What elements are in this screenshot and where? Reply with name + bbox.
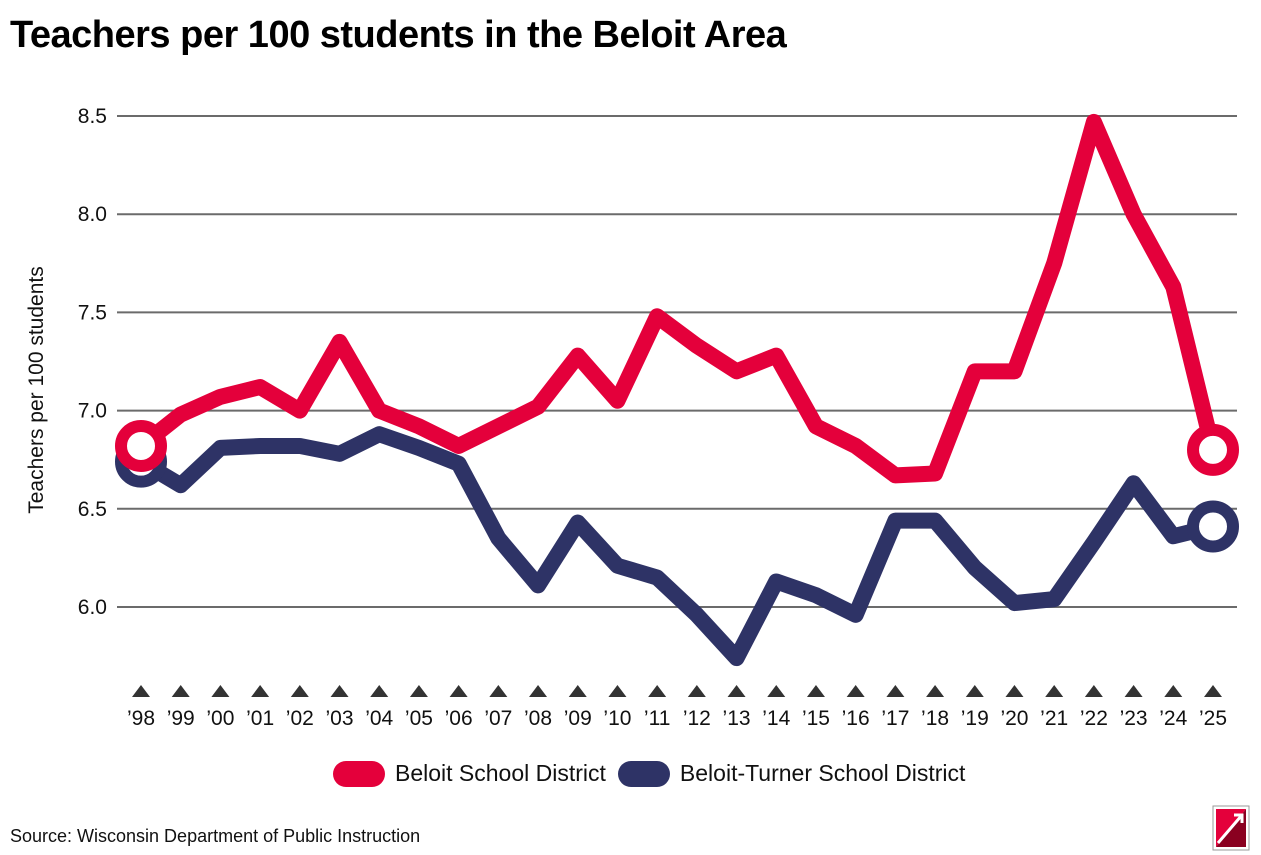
- x-tick-label: ’25: [1199, 707, 1227, 730]
- chart-title: Teachers per 100 students in the Beloit …: [10, 14, 787, 56]
- x-tick-label: ’10: [603, 707, 631, 730]
- x-tick-label: ’00: [206, 707, 234, 730]
- x-tick-marker: [648, 685, 667, 697]
- x-tick-label: ’07: [484, 707, 512, 730]
- x-tick-marker: [965, 685, 984, 697]
- x-tick-marker: [687, 685, 706, 697]
- x-tick-marker: [767, 685, 786, 697]
- legend-label-beloit-turner: Beloit-Turner School District: [679, 760, 966, 786]
- legend-swatch-beloit-turner: [617, 760, 670, 787]
- x-axis-markers: [132, 685, 1222, 697]
- publisher-logo-icon: [1212, 805, 1250, 851]
- x-tick-marker: [1045, 685, 1064, 697]
- x-tick-marker: [489, 685, 508, 697]
- x-tick-marker: [529, 685, 548, 697]
- x-tick-label: ’23: [1120, 707, 1148, 730]
- y-axis-title: Teachers per 100 students: [25, 266, 48, 514]
- x-tick-label: ’98: [127, 707, 155, 730]
- y-tick-label: 8.0: [78, 203, 107, 226]
- x-tick-label: ’19: [961, 707, 989, 730]
- x-tick-marker: [330, 685, 349, 697]
- x-tick-label: ’01: [246, 707, 274, 730]
- legend-swatch-beloit: [333, 760, 385, 787]
- series-lines: [133, 113, 1221, 667]
- x-tick-marker: [211, 685, 230, 697]
- x-tick-label: ’05: [405, 707, 433, 730]
- y-tick-label: 7.5: [78, 301, 107, 324]
- y-axis-ticks: 6.0 6.5 7.0 7.5 8.0 8.5: [78, 105, 107, 619]
- x-tick-marker: [370, 685, 389, 697]
- x-tick-marker: [1005, 685, 1024, 697]
- x-tick-label: ’14: [762, 707, 790, 730]
- x-tick-label: ’03: [326, 707, 354, 730]
- x-tick-label: ’13: [723, 707, 751, 730]
- y-tick-label: 6.0: [78, 596, 107, 619]
- x-tick-label: ’99: [167, 707, 195, 730]
- x-tick-marker: [806, 685, 825, 697]
- series-endpoints: [115, 419, 1239, 553]
- x-tick-label: ’20: [1000, 707, 1028, 730]
- x-tick-label: ’04: [365, 707, 393, 730]
- series-line-beloit: [133, 113, 1221, 484]
- start-point-beloit: [115, 419, 167, 472]
- x-tick-label: ’16: [842, 707, 870, 730]
- x-tick-marker: [926, 685, 945, 697]
- legend-label-beloit: Beloit School District: [395, 760, 606, 786]
- x-tick-marker: [171, 685, 190, 697]
- y-tick-label: 6.5: [78, 498, 107, 521]
- x-tick-label: ’24: [1159, 707, 1187, 730]
- x-tick-label: ’06: [445, 707, 473, 730]
- end-point-beloit: [1187, 423, 1239, 476]
- x-tick-marker: [608, 685, 627, 697]
- x-tick-marker: [409, 685, 428, 697]
- x-tick-label: ’15: [802, 707, 830, 730]
- x-tick-marker: [886, 685, 905, 697]
- x-tick-marker: [290, 685, 309, 697]
- x-tick-marker: [568, 685, 587, 697]
- x-tick-marker: [1164, 685, 1183, 697]
- y-tick-label: 8.5: [78, 105, 107, 128]
- end-point-beloit-turner: [1187, 500, 1239, 553]
- x-tick-label: ’22: [1080, 707, 1108, 730]
- x-tick-label: ’12: [683, 707, 711, 730]
- x-tick-label: ’21: [1040, 707, 1068, 730]
- x-tick-marker: [727, 685, 746, 697]
- legend-item-beloit-turner: Beloit-Turner School District: [617, 760, 966, 787]
- x-tick-label: ’18: [921, 707, 949, 730]
- x-tick-marker: [251, 685, 270, 697]
- legend-item-beloit: Beloit School District: [333, 760, 606, 787]
- x-tick-marker: [1204, 685, 1222, 697]
- x-tick-label: ’17: [881, 707, 909, 730]
- x-tick-label: ’02: [286, 707, 314, 730]
- x-tick-label: ’09: [564, 707, 592, 730]
- series-line-beloit-turner: [133, 426, 1221, 667]
- x-tick-marker: [132, 685, 150, 697]
- x-tick-label: ’08: [524, 707, 552, 730]
- x-tick-marker: [846, 685, 865, 697]
- x-tick-label: ’11: [644, 707, 670, 730]
- x-tick-marker: [449, 685, 468, 697]
- x-axis-ticks: ’98 ’99 ’00 ’01 ’02 ’03 ’04 ’05 ’06 ’07 ’08 ’09 ’10 ’…: [127, 707, 1227, 730]
- source-note: Source: Wisconsin Department of Public I…: [10, 826, 421, 846]
- x-tick-marker: [1084, 685, 1103, 697]
- x-tick-marker: [1124, 685, 1143, 697]
- y-tick-label: 7.0: [78, 400, 107, 423]
- legend: Beloit School District Beloit-Turner Sch…: [333, 760, 977, 787]
